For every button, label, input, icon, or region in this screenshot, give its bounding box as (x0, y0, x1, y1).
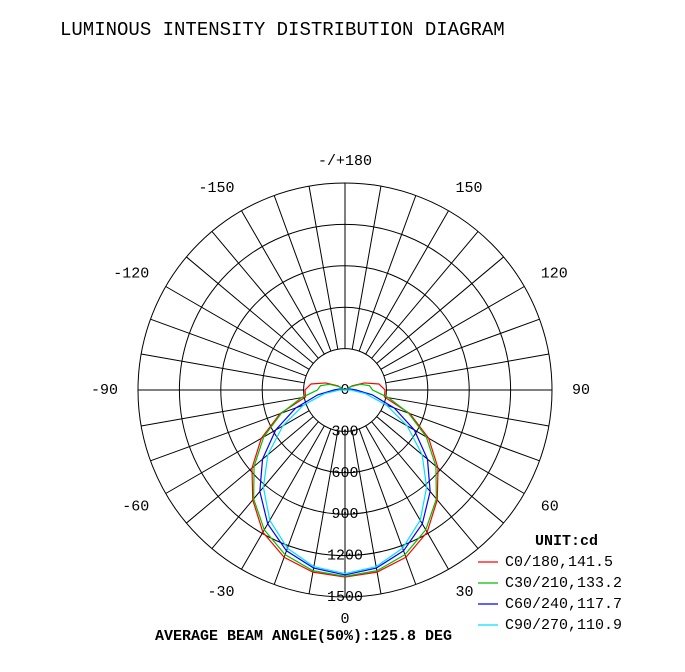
grid-spoke (165, 410, 310, 494)
theta-tick-label: -/+180 (318, 153, 372, 170)
intensity-curve (259, 388, 431, 576)
r-tick-label: 900 (331, 506, 358, 523)
grid-spoke (141, 353, 305, 384)
grid-spoke (358, 195, 417, 352)
beam-angle-note: AVERAGE BEAM ANGLE(50%):125.8 DEG (155, 628, 452, 645)
grid-spoke (358, 428, 417, 585)
intensity-curve (253, 383, 437, 577)
grid-spoke (211, 231, 319, 359)
grid-spoke (241, 210, 325, 355)
theta-tick-label: 90 (572, 382, 590, 399)
intensity-curve (251, 382, 439, 578)
grid-spoke (165, 286, 310, 370)
grid-spoke (150, 318, 307, 377)
grid-spoke (141, 396, 305, 427)
theta-tick-label: -30 (207, 584, 234, 601)
grid-spoke (273, 195, 332, 352)
theta-tick-label: 150 (456, 180, 483, 197)
theta-tick-label: -120 (113, 265, 149, 282)
grid-spoke (385, 396, 549, 427)
grid-spoke (365, 210, 449, 355)
grid-spoke (371, 231, 479, 359)
grid-spoke (211, 421, 319, 549)
theta-tick-label: -90 (91, 382, 118, 399)
grid-spoke (380, 286, 525, 370)
grid-spoke (186, 416, 314, 524)
grid-spoke (385, 353, 549, 384)
grid-spoke (376, 256, 504, 364)
grid-spoke (376, 416, 504, 524)
r-tick-label: 1500 (327, 589, 363, 606)
theta-tick-label: 30 (456, 584, 474, 601)
grid-spoke (383, 318, 540, 377)
grid-spoke (380, 410, 525, 494)
theta-tick-label: 60 (541, 498, 559, 515)
theta-tick-label: 0 (340, 611, 349, 628)
grid-spoke (186, 256, 314, 364)
legend-label: C60/240,117.7 (505, 596, 622, 613)
legend-label: C30/210,133.2 (505, 575, 622, 592)
r-tick-label: 1200 (327, 548, 363, 565)
grid-spoke (273, 428, 332, 585)
theta-tick-label: 120 (541, 265, 568, 282)
r-tick-label: 300 (331, 423, 358, 440)
intensity-curve (262, 389, 428, 575)
grid-spoke (365, 425, 449, 570)
grid-spoke (308, 186, 339, 350)
grid-spoke (351, 186, 382, 350)
r-tick-label: 600 (331, 465, 358, 482)
legend-label: C90/270,110.9 (505, 617, 622, 634)
chart-title: LUMINOUS INTENSITY DISTRIBUTION DIAGRAM (60, 19, 505, 41)
unit-label: UNIT:cd (535, 533, 598, 550)
grid-spoke (241, 425, 325, 570)
legend-label: C0/180,141.5 (505, 554, 613, 571)
grid-spoke (371, 421, 479, 549)
theta-tick-label: -60 (122, 498, 149, 515)
theta-tick-label: -150 (198, 180, 234, 197)
